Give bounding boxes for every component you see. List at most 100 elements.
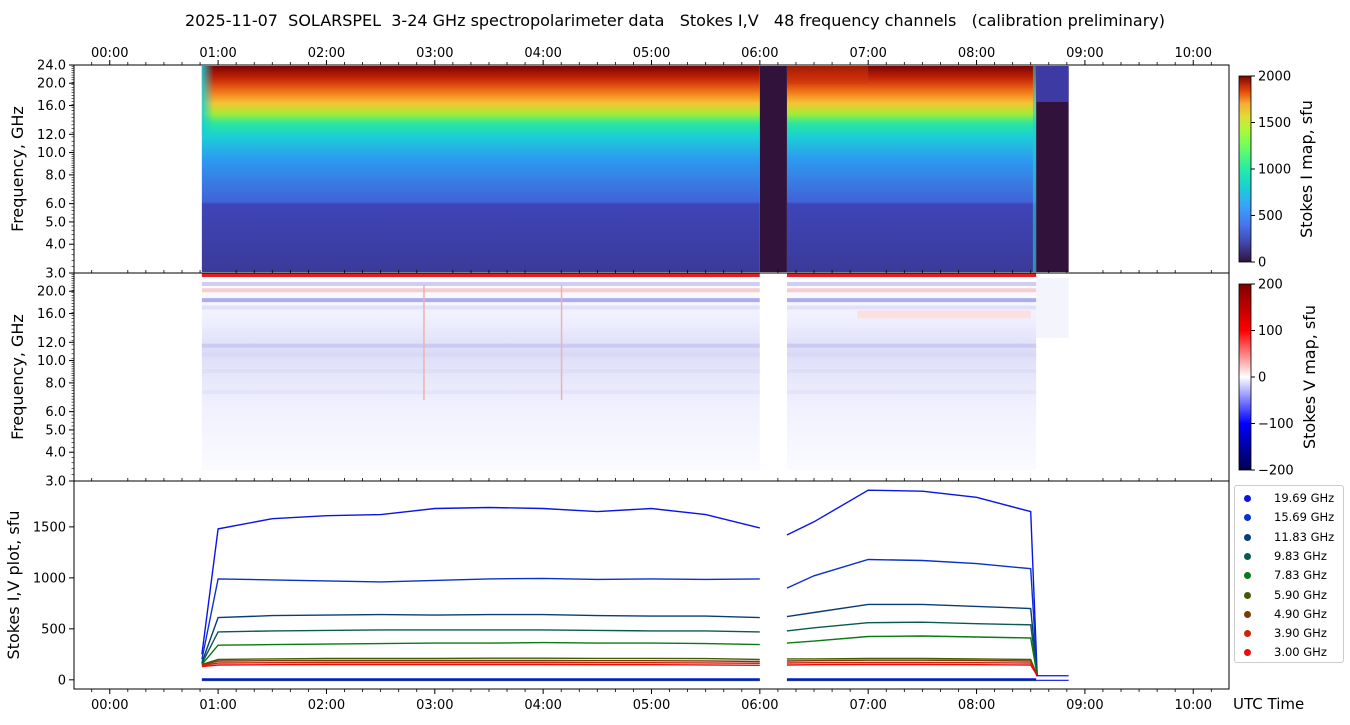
bottom-time-tick-label: 10:00 <box>1175 698 1212 713</box>
stokes-i-y-axis: 3.0 4.0 5.0 6.0 8.0 10.0 12.0 16.0 20.0 24.0 <box>37 59 74 282</box>
bottom-time-tick-label: 04:00 <box>524 698 561 713</box>
series-line-15-69-GHz <box>201 577 760 660</box>
stokes-iv-ylabel: Stokes I,V plot, sfu <box>4 511 23 660</box>
bottom-time-tick-label: 03:00 <box>416 698 453 713</box>
frequency-tick-label: 3.0 <box>45 267 66 282</box>
legend-label: 7.83 GHz <box>1274 568 1327 583</box>
bottom-time-tick-label: 02:00 <box>308 698 345 713</box>
frequency-tick-label: 8.0 <box>45 376 66 391</box>
legend-label: 15.69 GHz <box>1274 510 1335 525</box>
legend-label: 3.00 GHz <box>1274 645 1327 660</box>
stokes-v-channel-band <box>786 369 1037 374</box>
legend-marker <box>1244 591 1251 599</box>
stokes-i-colorbar: 0 500 1000 1500 2000 Stokes I map, sfu <box>1238 70 1316 271</box>
frequency-tick-label: 6.0 <box>45 405 66 420</box>
bottom-time-tick-label: 07:00 <box>849 698 886 713</box>
bottom-time-tick-label: 06:00 <box>741 698 778 713</box>
stokes-i-dip-region <box>786 66 869 84</box>
stokes-v-channel-band <box>201 343 760 348</box>
colorbar-tick-label: −100 <box>1258 417 1294 432</box>
frequency-tick-label: 12.0 <box>37 128 66 143</box>
colorbar-tick-label: −200 <box>1258 464 1294 479</box>
top-time-tick-label: 09:00 <box>1066 46 1103 61</box>
legend-marker <box>1244 572 1251 580</box>
legend-label: 3.90 GHz <box>1274 626 1327 641</box>
stokes-i-end-edge <box>1032 66 1036 272</box>
series-line-7-83-GHz <box>201 641 760 665</box>
frequency-tick-label: 5.0 <box>45 215 66 230</box>
series-line-19-69-GHz <box>786 489 1038 676</box>
x-axis-label: UTC Time <box>1233 695 1304 713</box>
stokes-i-data-block <box>201 66 760 272</box>
frequency-tick-label: 4.0 <box>45 238 66 253</box>
stokes-v-channel-band <box>201 298 760 303</box>
top-time-tick-label: 08:00 <box>958 46 995 61</box>
series-line-3-00-GHz <box>786 663 1038 677</box>
frequency-tick-label: 20.0 <box>37 285 66 300</box>
frequency-tick-label: 16.0 <box>37 307 66 322</box>
stokes-iv-tick-label: 0 <box>58 673 66 688</box>
stokes-v-channel-band <box>786 288 1037 293</box>
stokes-v-colorbar-label: Stokes V map, sfu <box>1300 305 1319 449</box>
stokes-v-tail-block <box>1036 278 1069 338</box>
bottom-time-tick-label: 08:00 <box>958 698 995 713</box>
stokes-i-data-block <box>786 66 1037 272</box>
top-time-tick-label: 02:00 <box>308 46 345 61</box>
series-line-5-90-GHz <box>786 657 1038 676</box>
stokes-v-channel-band <box>786 282 1037 287</box>
legend-item: 5.90 GHz <box>1235 587 1343 605</box>
frequency-tick-label: 4.0 <box>45 446 66 461</box>
stokes-v-channel-band <box>201 352 760 357</box>
bottom-time-tick-label: 00:00 <box>91 698 128 713</box>
stokes-v-channel-band <box>786 305 1037 310</box>
stokes-v-positive-patch <box>857 310 1031 319</box>
frequency-tick-label: 24.0 <box>37 59 66 74</box>
top-time-tick-label: 01:00 <box>199 46 236 61</box>
stokes-iv-plot-panel: 0 500 1000 1500 Stokes I,V plot, sfu <box>4 480 1230 690</box>
frequency-tick-label: 10.0 <box>37 146 66 161</box>
legend-item: 4.90 GHz <box>1235 606 1343 624</box>
top-time-axis: 00:00 01:00 02:00 03:00 04:00 05:00 06:00 07:00… <box>91 46 1212 481</box>
stokes-i-tail-band <box>1036 66 1069 102</box>
stokes-v-channel-band <box>201 282 760 287</box>
series-line-3-00-GHz <box>201 663 760 668</box>
legend-item: 3.90 GHz <box>1235 625 1343 643</box>
legend-marker <box>1244 495 1251 502</box>
legend-item: 15.69 GHz <box>1235 509 1343 527</box>
legend-item: 9.83 GHz <box>1235 548 1343 566</box>
legend-item: 19.69 GHz <box>1235 490 1343 508</box>
series-line-9-83-GHz <box>786 621 1038 676</box>
legend-item: 11.83 GHz <box>1235 529 1343 547</box>
bottom-time-tick-label: 01:00 <box>199 698 236 713</box>
series-line-3-90-GHz <box>786 661 1038 677</box>
chart-title: 2025-11-07 SOLARSPEL 3-24 GHz spectropol… <box>185 11 1165 30</box>
legend-marker <box>1244 552 1251 560</box>
stokes-i-gap-block <box>759 66 787 272</box>
stokes-iv-lines <box>201 489 1069 682</box>
legend-label: 5.90 GHz <box>1274 587 1327 602</box>
series-line-7-83-GHz <box>786 635 1038 676</box>
stokes-v-ylabel: Frequency, GHz <box>8 314 27 440</box>
frequency-tick-label: 6.0 <box>45 197 66 212</box>
top-time-tick-label: 00:00 <box>91 46 128 61</box>
legend-marker <box>1244 649 1251 657</box>
top-time-tick-label: 04:00 <box>524 46 561 61</box>
colorbar-tick-label: 0 <box>1258 371 1266 386</box>
colorbar-tick-label: 100 <box>1258 324 1283 339</box>
stokes-v-channel-band <box>786 298 1037 303</box>
frequency-tick-label: 20.0 <box>37 77 66 92</box>
series-line-19-69-GHz <box>201 506 760 655</box>
legend-marker <box>1244 533 1251 541</box>
legend-label: 4.90 GHz <box>1274 606 1327 621</box>
stokes-i-start-edge <box>201 66 214 136</box>
frequency-tick-label: 10.0 <box>37 354 66 369</box>
stokes-v-data-block <box>786 278 1037 470</box>
stokes-iv-tick-label: 1500 <box>33 520 66 535</box>
legend-label: 19.69 GHz <box>1274 491 1335 505</box>
series-line-9-83-GHz <box>201 629 760 664</box>
stokes-v-channel-band <box>201 288 760 293</box>
legend: 19.69 GHz 15.69 GHz 11.83 GHz 9.83 GHz 7.83 … <box>1234 485 1344 663</box>
stokes-v-channel-band <box>201 369 760 374</box>
frequency-tick-label: 5.0 <box>45 423 66 438</box>
